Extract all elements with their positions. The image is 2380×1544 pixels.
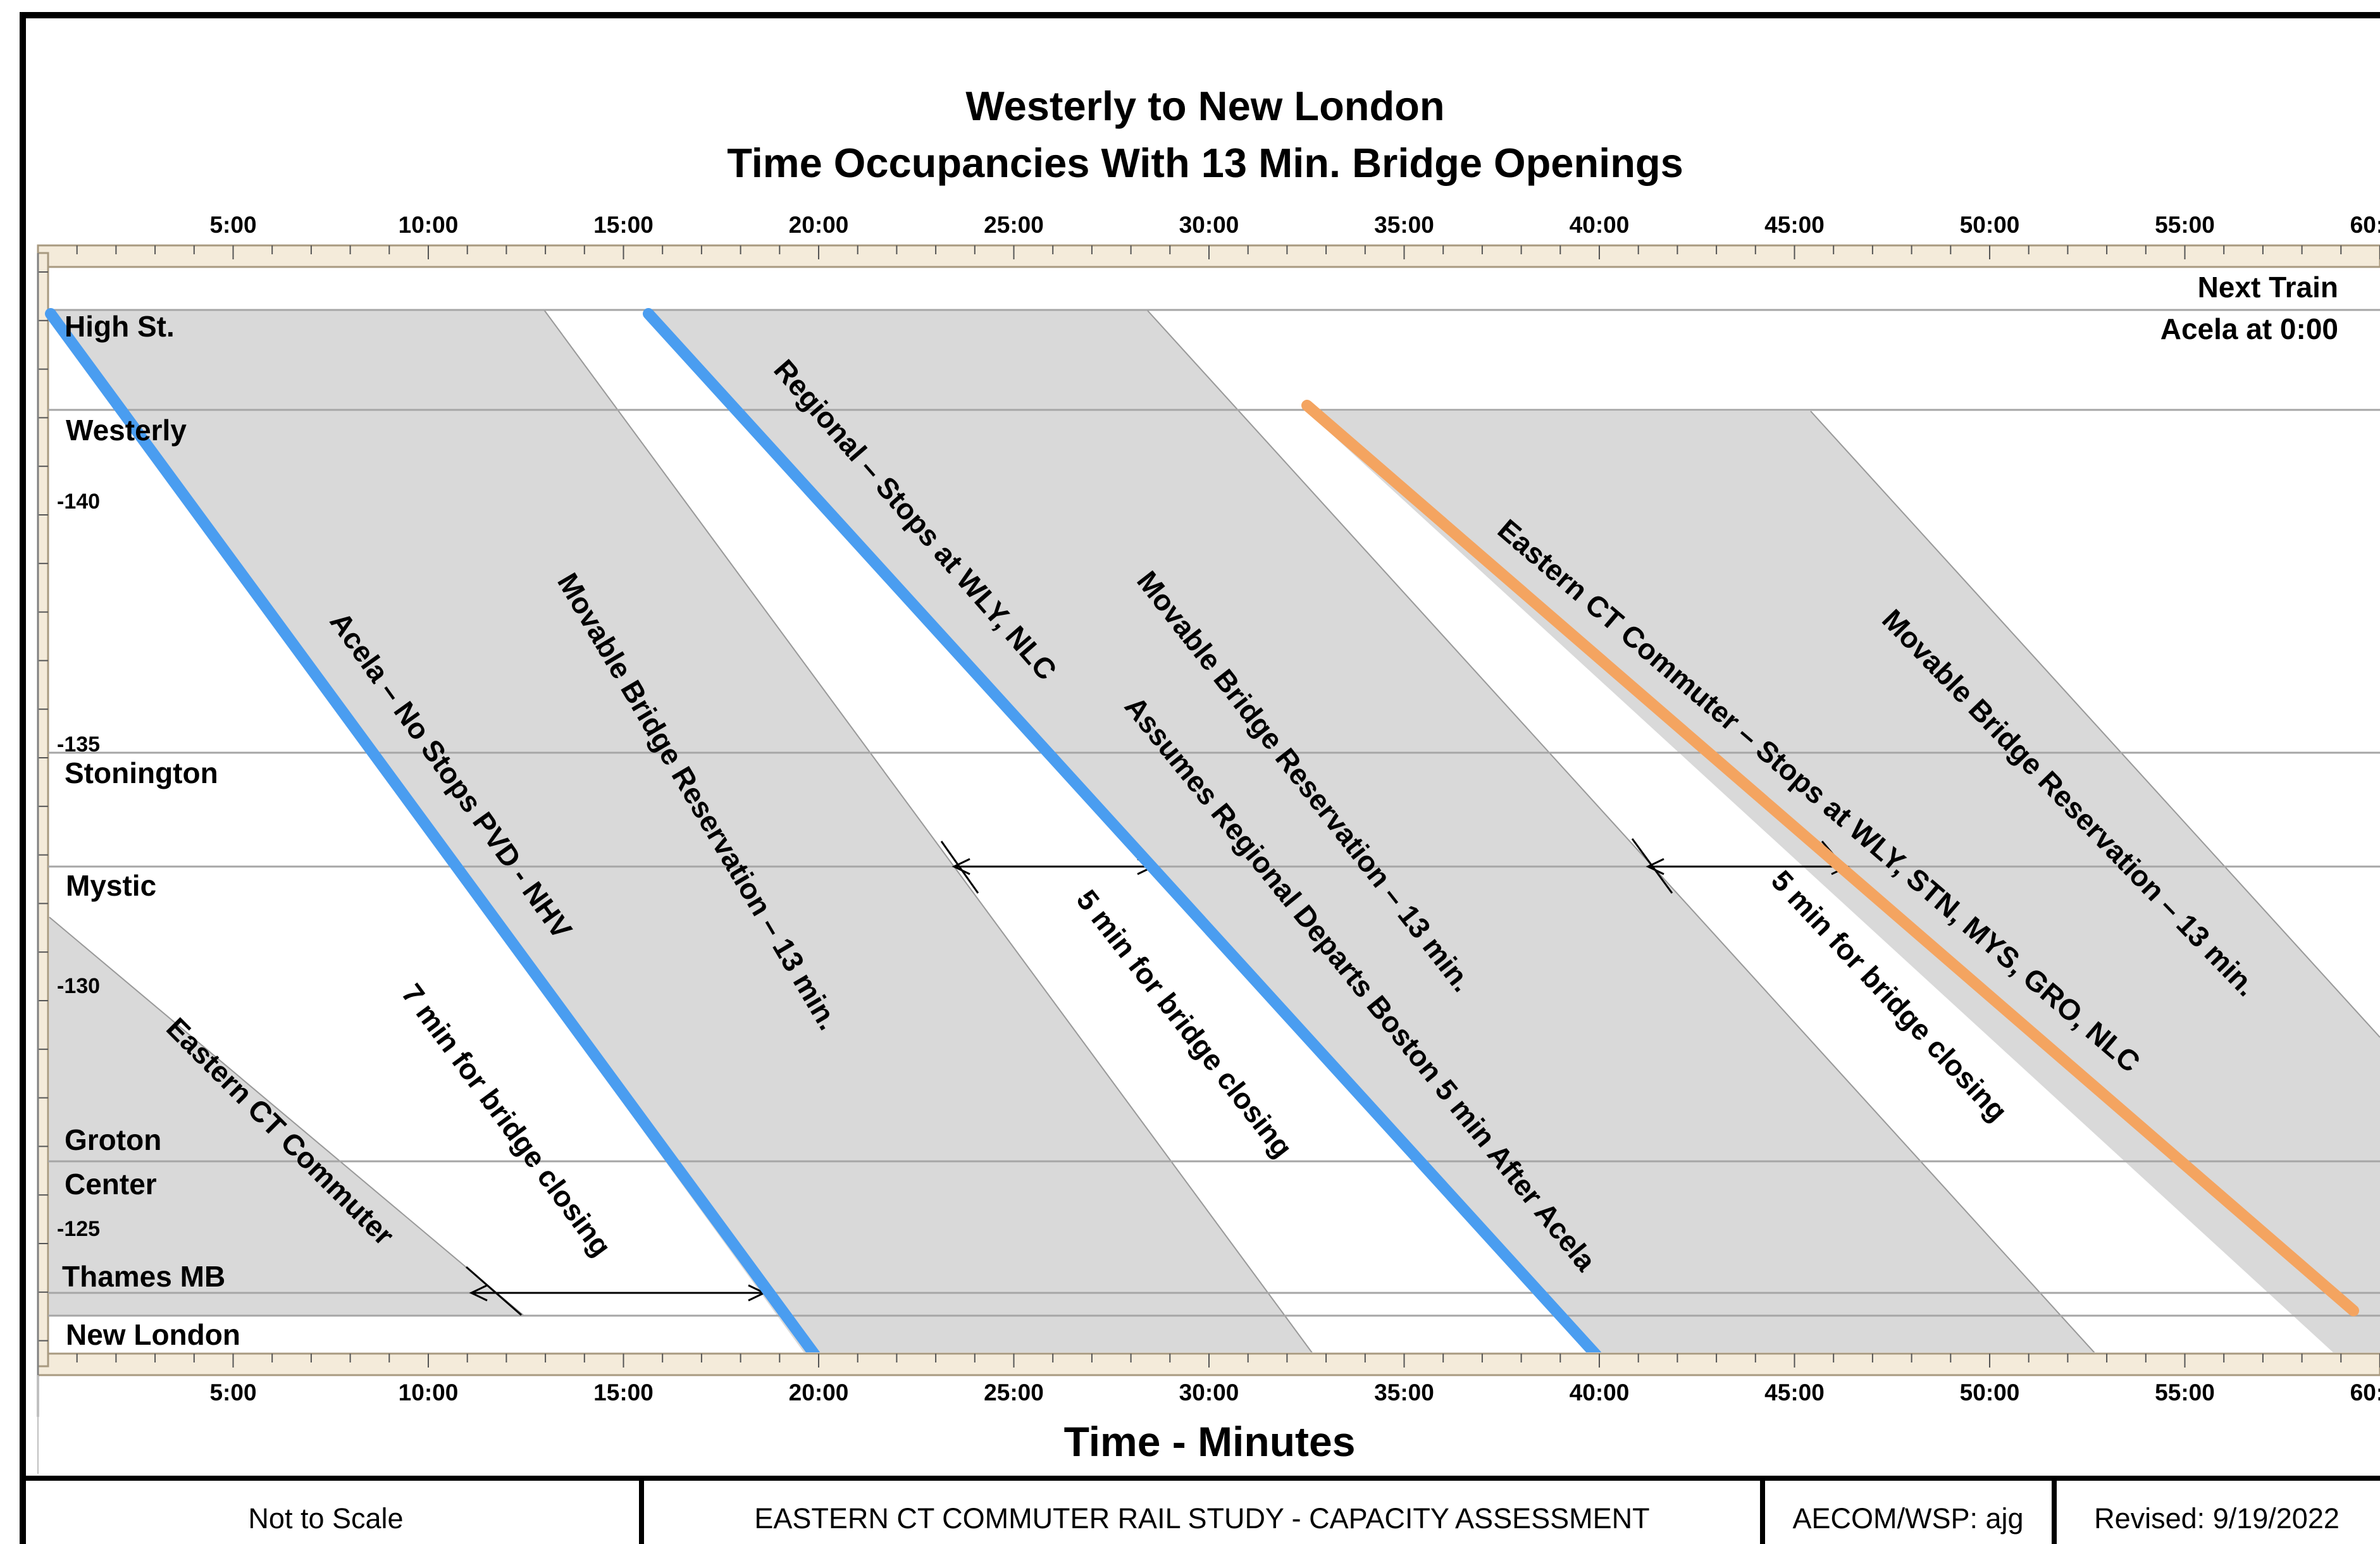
station-label-high-st: High St.	[65, 310, 175, 343]
reservation-edge	[543, 309, 1313, 1352]
time-tick-label: 25:00	[984, 212, 1044, 238]
bottom-axis-ticks	[76, 1354, 2380, 1368]
time-tick-label: 45:00	[1764, 1380, 1825, 1405]
train-path-acela	[45, 308, 821, 1352]
time-tick-label: 10:00	[399, 1380, 459, 1405]
milepost-axis-bar	[37, 252, 49, 1368]
next-train-label: Next Train	[2198, 271, 2338, 304]
time-tick-label: 45:00	[1764, 212, 1825, 238]
milepost-axis-ticks	[38, 271, 48, 1342]
outer-frame	[20, 12, 2380, 1544]
reservation-band-1	[48, 310, 1312, 1352]
time-tick-label: 60:00	[2350, 1380, 2380, 1405]
commuter-band-edge	[49, 917, 524, 1316]
chart-title-line2: Time Occupancies With 13 Min. Bridge Ope…	[727, 140, 1683, 186]
chart-title-line1: Westerly to New London	[965, 83, 1444, 129]
closing-dimension-1	[466, 1266, 781, 1316]
milepost-label: -125	[57, 1217, 100, 1241]
reservation-edge	[1810, 411, 2380, 1038]
time-tick-label: 35:00	[1374, 212, 1434, 238]
top-axis-ticks	[76, 245, 2380, 259]
station-label-stonington: Stonington	[65, 757, 218, 789]
footer-study-title: EASTERN CT COMMUTER RAIL STUDY - CAPACIT…	[754, 1502, 1649, 1535]
time-tick-label: 25:00	[984, 1380, 1044, 1405]
time-tick-label: 15:00	[593, 1380, 654, 1405]
time-tick-label: 20:00	[789, 1380, 849, 1405]
reservation-edge	[1146, 309, 2095, 1352]
station-label-groton-line2: Center	[65, 1168, 157, 1201]
station-label-westerly: Westerly	[66, 414, 187, 447]
station-labels: High St. Westerly Stonington Mystic Grot…	[62, 310, 240, 1351]
time-tick-label: 5:00	[209, 212, 256, 238]
reservation-band-3	[1306, 411, 2380, 1352]
milepost-label: -135	[57, 732, 100, 757]
reservation-band-2	[647, 310, 2095, 1352]
time-tick-label: 10:00	[399, 212, 459, 238]
train-path-regional	[643, 308, 1602, 1352]
station-lines	[48, 309, 2380, 1317]
time-tick-label: 30:00	[1179, 1380, 1239, 1405]
top-axis-labels: 5:00 10:00 15:00 20:00 25:00 30:00 35:00 40:00 4…	[209, 212, 2380, 238]
bottom-axis-labels: 5:00 10:00 15:00 20:00 25:00 30:00 35:00 40:00 4…	[209, 1380, 2380, 1405]
time-tick-label: 40:00	[1570, 212, 1630, 238]
train-path-commuter	[1301, 400, 2359, 1316]
next-train-value: Acela at 0:00	[2160, 312, 2338, 345]
footer-firm: AECOM/WSP: ajg	[1792, 1502, 2023, 1535]
time-tick-label: 40:00	[1570, 1380, 1630, 1405]
time-tick-label: 60:00	[2350, 212, 2380, 238]
station-label-groton: Groton	[65, 1123, 161, 1156]
time-tick-label: 50:00	[1960, 1380, 2020, 1405]
x-axis-title: Time - Minutes	[1064, 1418, 1356, 1465]
title-block: Not to Scale EASTERN CT COMMUTER RAIL ST…	[23, 1375, 2380, 1544]
footer-revised-date: Revised: 9/19/2022	[2094, 1502, 2340, 1535]
time-tick-label: 15:00	[593, 212, 654, 238]
station-label-thames-mb: Thames MB	[62, 1260, 225, 1293]
time-tick-label: 35:00	[1374, 1380, 1434, 1405]
time-tick-label: 30:00	[1179, 212, 1239, 238]
time-tick-label: 20:00	[789, 212, 849, 238]
time-tick-label: 5:00	[209, 1380, 256, 1405]
milepost-label: -140	[57, 490, 100, 514]
time-tick-label: 55:00	[2155, 212, 2215, 238]
station-label-mystic: Mystic	[66, 869, 156, 902]
time-tick-label: 55:00	[2155, 1380, 2215, 1405]
milepost-labels: -140 -135 -130 -125	[57, 490, 100, 1241]
station-label-new-london: New London	[66, 1318, 240, 1351]
time-tick-label: 50:00	[1960, 212, 2020, 238]
milepost-label: -130	[57, 974, 100, 998]
footer-scale-note: Not to Scale	[248, 1502, 403, 1535]
